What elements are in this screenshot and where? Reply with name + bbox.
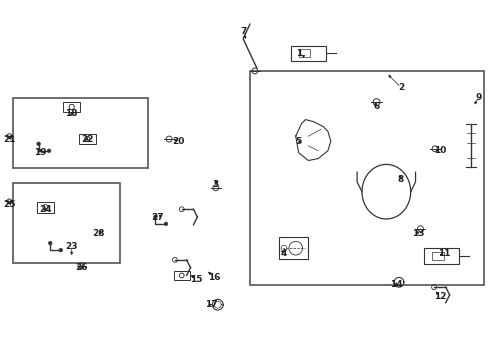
Text: 2: 2 (398, 83, 404, 92)
Circle shape (164, 222, 168, 226)
Text: 10: 10 (434, 146, 446, 155)
Bar (13, 183, 121, 263)
Circle shape (154, 215, 157, 219)
Bar (279, 238, 308, 259)
Text: 16: 16 (208, 273, 220, 282)
Circle shape (48, 149, 51, 153)
Text: 25: 25 (3, 200, 16, 209)
Text: 12: 12 (434, 292, 446, 301)
Text: 26: 26 (75, 263, 88, 272)
Bar (37, 202, 54, 212)
Bar (174, 271, 190, 280)
Text: 5: 5 (295, 136, 302, 145)
Text: 7: 7 (240, 27, 246, 36)
Bar (432, 252, 444, 260)
Text: 27: 27 (151, 212, 164, 221)
Text: 14: 14 (390, 280, 402, 289)
Circle shape (59, 248, 63, 252)
Text: 6: 6 (373, 103, 380, 112)
Text: 11: 11 (439, 248, 451, 257)
Text: 13: 13 (412, 229, 425, 238)
Text: 28: 28 (93, 229, 105, 238)
Text: 17: 17 (205, 300, 217, 309)
Bar (424, 248, 460, 264)
Text: 20: 20 (172, 136, 185, 145)
Text: 18: 18 (66, 109, 78, 118)
Text: 22: 22 (81, 135, 94, 144)
Bar (291, 46, 326, 61)
Circle shape (37, 142, 40, 145)
Bar (13, 98, 147, 168)
Bar (299, 49, 310, 57)
Text: 1: 1 (295, 49, 302, 58)
Text: 4: 4 (281, 248, 287, 257)
Text: 15: 15 (190, 275, 203, 284)
Text: 9: 9 (476, 93, 482, 102)
Text: 23: 23 (66, 242, 78, 251)
Bar (78, 134, 96, 144)
Text: 8: 8 (398, 175, 404, 184)
Text: 3: 3 (213, 180, 219, 189)
Text: 24: 24 (39, 205, 52, 214)
Text: 21: 21 (3, 135, 16, 144)
Bar (250, 71, 484, 285)
Circle shape (49, 241, 52, 245)
Text: 19: 19 (34, 148, 47, 157)
Bar (63, 102, 80, 112)
